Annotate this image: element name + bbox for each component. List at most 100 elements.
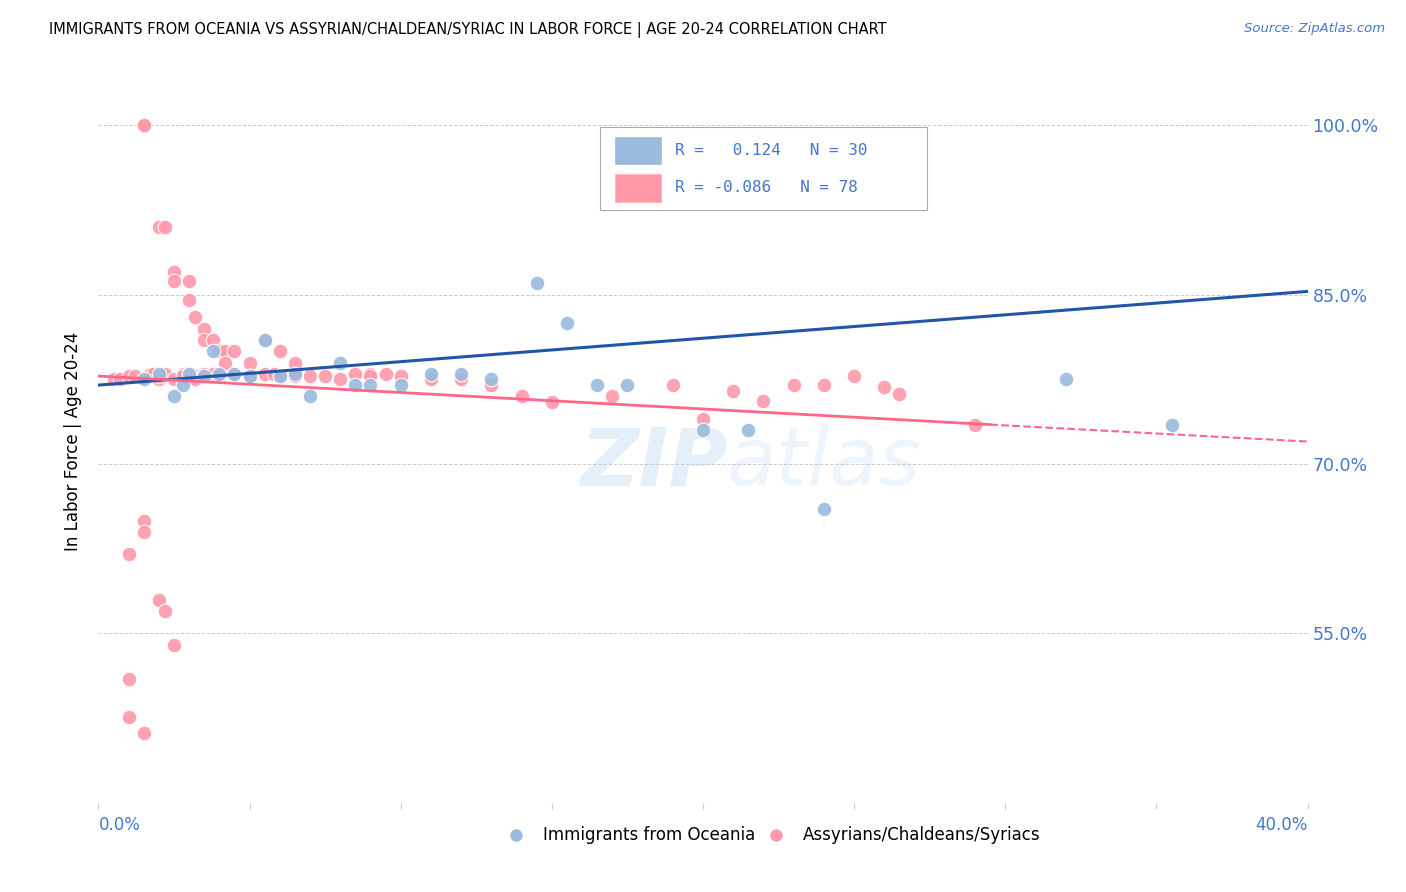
Point — [344, 378, 367, 392]
Point — [153, 367, 176, 381]
Point — [844, 369, 866, 384]
Point — [132, 119, 155, 133]
Point — [239, 369, 262, 384]
Point — [118, 369, 141, 384]
Point — [172, 369, 194, 384]
Text: R =   0.124   N = 30: R = 0.124 N = 30 — [675, 143, 868, 158]
Point — [193, 333, 215, 347]
FancyBboxPatch shape — [600, 128, 927, 211]
Point — [723, 384, 745, 398]
Point — [118, 548, 141, 562]
Point — [510, 389, 533, 403]
Text: ZIP: ZIP — [579, 425, 727, 502]
Point — [481, 378, 503, 392]
Point — [813, 502, 835, 516]
Point — [148, 367, 170, 381]
Point — [420, 372, 443, 386]
Point — [253, 333, 276, 347]
Point — [602, 389, 624, 403]
Bar — [614, 136, 661, 164]
Point — [148, 220, 170, 235]
Point — [253, 367, 276, 381]
Text: Immigrants from Oceania: Immigrants from Oceania — [543, 826, 755, 845]
Point — [202, 333, 225, 347]
Point — [214, 355, 236, 369]
Point — [284, 369, 307, 384]
Text: 0.0%: 0.0% — [98, 816, 141, 834]
Point — [148, 592, 170, 607]
Point — [450, 372, 472, 386]
Text: 40.0%: 40.0% — [1256, 816, 1308, 834]
Point — [163, 372, 186, 386]
Point — [153, 220, 176, 235]
Point — [661, 378, 683, 392]
Point — [239, 355, 262, 369]
Point — [360, 369, 382, 384]
Point — [692, 423, 714, 437]
Point — [153, 604, 176, 618]
Point — [208, 367, 231, 381]
Point — [148, 369, 170, 384]
Point — [163, 389, 186, 403]
Point — [450, 367, 472, 381]
Point — [360, 367, 382, 381]
Point — [224, 344, 246, 359]
Text: IMMIGRANTS FROM OCEANIA VS ASSYRIAN/CHALDEAN/SYRIAC IN LABOR FORCE | AGE 20-24 C: IMMIGRANTS FROM OCEANIA VS ASSYRIAN/CHAL… — [49, 22, 887, 38]
Point — [148, 372, 170, 386]
Point — [118, 672, 141, 686]
Point — [208, 369, 231, 384]
Point — [374, 367, 396, 381]
Text: atlas: atlas — [727, 425, 922, 502]
Point — [132, 524, 155, 539]
Point — [263, 367, 285, 381]
Point — [299, 369, 322, 384]
Point — [481, 372, 503, 386]
Point — [344, 367, 367, 381]
Point — [132, 372, 155, 386]
Point — [179, 367, 201, 381]
Point — [692, 412, 714, 426]
Point — [193, 367, 215, 381]
Point — [813, 378, 835, 392]
Point — [269, 369, 291, 384]
Point — [132, 726, 155, 740]
Point — [239, 369, 262, 384]
Point — [889, 387, 911, 401]
Y-axis label: In Labor Force | Age 20-24: In Labor Force | Age 20-24 — [65, 332, 83, 551]
Point — [253, 333, 276, 347]
Point — [389, 378, 412, 392]
Bar — [614, 174, 661, 202]
Point — [202, 367, 225, 381]
Point — [202, 344, 225, 359]
Text: Source: ZipAtlas.com: Source: ZipAtlas.com — [1244, 22, 1385, 36]
Point — [360, 378, 382, 392]
Point — [139, 367, 162, 381]
Point — [224, 367, 246, 381]
Point — [184, 310, 207, 325]
Point — [314, 369, 336, 384]
Point — [179, 367, 201, 381]
Point — [193, 369, 215, 384]
Point — [1054, 372, 1077, 386]
Point — [124, 369, 146, 384]
Point — [132, 119, 155, 133]
Text: Assyrians/Chaldeans/Syriacs: Assyrians/Chaldeans/Syriacs — [803, 826, 1040, 845]
Point — [299, 389, 322, 403]
Point — [329, 355, 352, 369]
Point — [555, 316, 578, 330]
Point — [193, 321, 215, 335]
Point — [179, 293, 201, 308]
Point — [389, 369, 412, 384]
Point — [783, 378, 806, 392]
Point — [269, 344, 291, 359]
Point — [103, 372, 125, 386]
Point — [526, 277, 548, 291]
Point — [184, 372, 207, 386]
Point — [752, 393, 775, 408]
Point — [269, 369, 291, 384]
Point — [214, 344, 236, 359]
Point — [965, 417, 987, 432]
Point — [108, 372, 131, 386]
Point — [616, 378, 638, 392]
Point — [142, 367, 165, 381]
